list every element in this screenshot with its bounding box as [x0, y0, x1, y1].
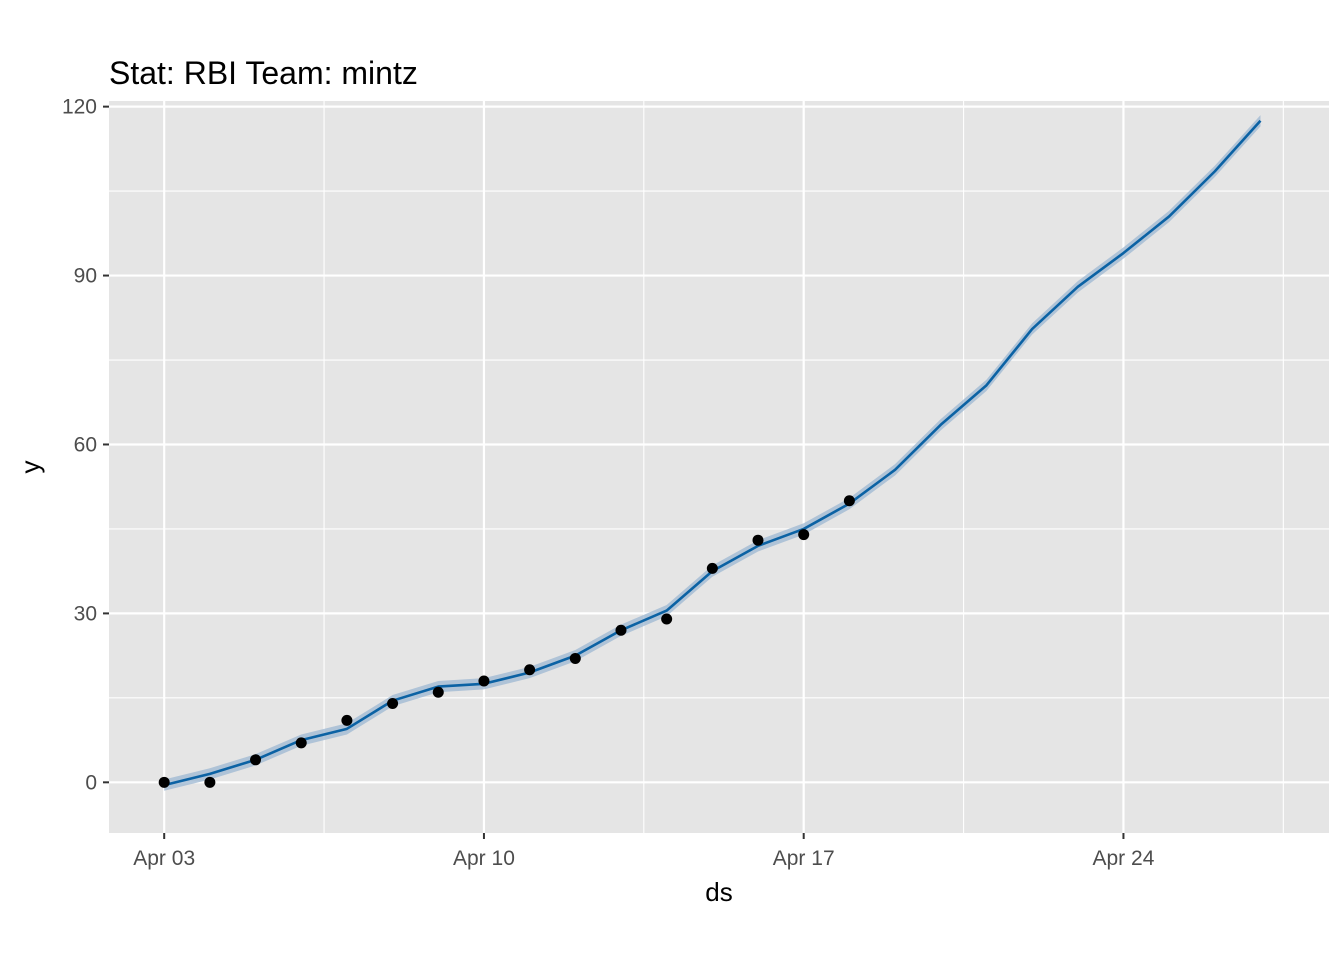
chart-title: Stat: RBI Team: mintz — [109, 55, 418, 91]
observed-point — [341, 714, 353, 726]
observed-point — [387, 697, 399, 709]
y-tick-label: 0 — [85, 771, 97, 794]
observed-point — [706, 562, 718, 574]
x-axis: Apr 03 Apr 10 Apr 17 Apr 24 — [133, 833, 1155, 870]
x-tick-label: Apr 10 — [453, 847, 515, 870]
observed-point — [478, 675, 490, 687]
plot-panel — [109, 101, 1329, 833]
y-tick-label: 90 — [74, 265, 97, 288]
minor-gridlines — [109, 101, 1329, 833]
major-gridlines — [109, 101, 1329, 833]
x-tick-label: Apr 17 — [773, 847, 835, 870]
observed-point — [158, 776, 170, 788]
y-axis: 0 30 60 90 120 — [62, 96, 109, 794]
observed-point — [204, 776, 216, 788]
observed-point — [569, 652, 581, 664]
observed-point — [798, 529, 810, 541]
x-axis-title: ds — [705, 877, 732, 907]
y-axis-title: y — [15, 461, 45, 474]
observed-points-layer — [158, 495, 855, 788]
y-tick-label: 30 — [74, 602, 97, 625]
observed-point — [752, 534, 764, 546]
observed-point — [661, 613, 673, 625]
y-tick-label: 120 — [62, 96, 97, 119]
observed-point — [524, 664, 536, 676]
y-tick-label: 60 — [74, 433, 97, 456]
observed-point — [432, 686, 444, 698]
x-tick-label: Apr 03 — [133, 847, 195, 870]
observed-point — [843, 495, 855, 507]
observed-point — [295, 737, 307, 749]
x-tick-label: Apr 24 — [1093, 847, 1155, 870]
observed-point — [615, 624, 627, 636]
observed-point — [250, 754, 262, 766]
